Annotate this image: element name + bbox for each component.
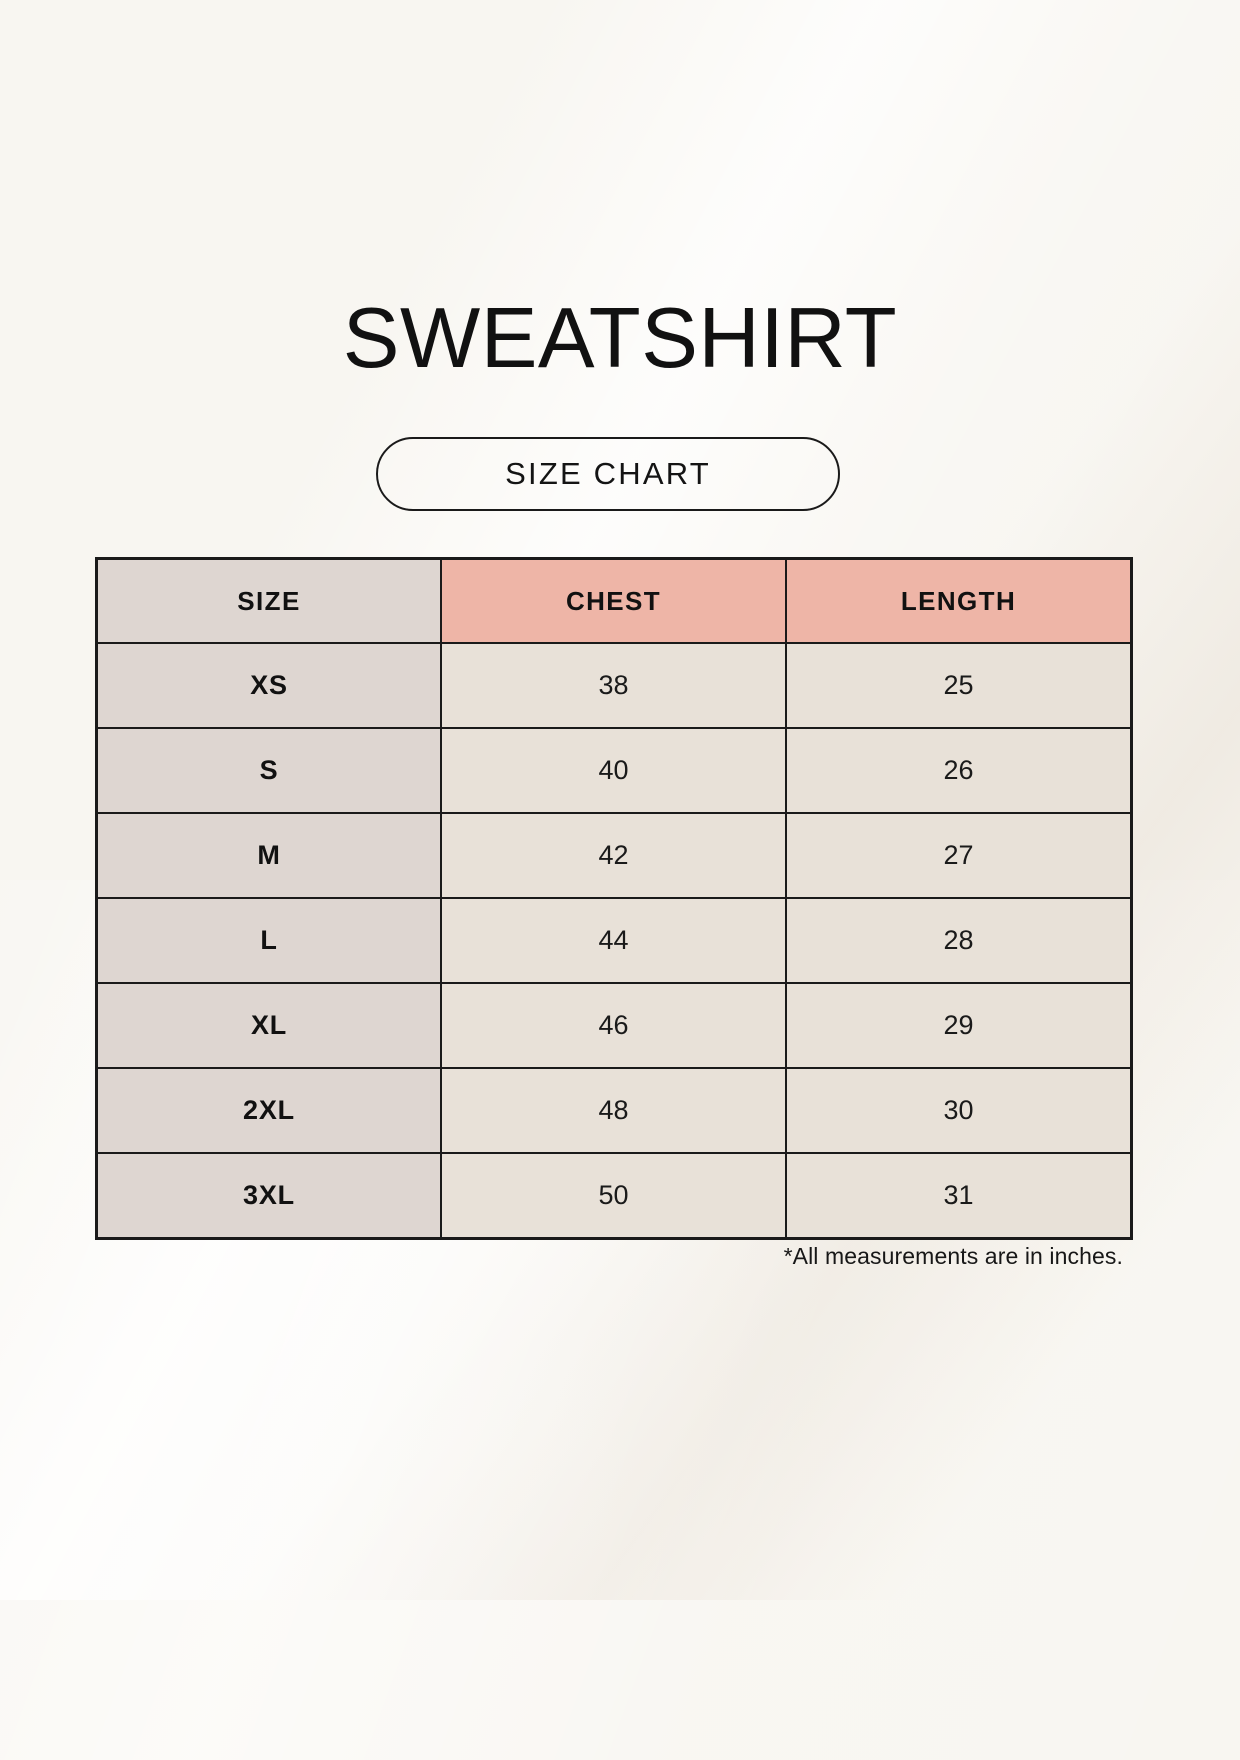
size-chart-badge: SIZE CHART xyxy=(376,437,840,511)
cell-length: 30 xyxy=(785,1067,1133,1154)
column-header-size: SIZE xyxy=(95,557,442,644)
size-table-header: SIZE CHEST LENGTH xyxy=(95,557,1133,644)
cell-chest: 50 xyxy=(440,1152,787,1239)
cell-chest: 38 xyxy=(440,642,787,729)
cell-size: XL xyxy=(95,982,442,1069)
size-table-container: SIZE CHEST LENGTH XS 38 25 S 40 26 M xyxy=(95,557,1133,1240)
table-row: L 44 28 xyxy=(95,897,1133,984)
table-row: 2XL 48 30 xyxy=(95,1067,1133,1154)
cell-size: M xyxy=(95,812,442,899)
column-header-length: LENGTH xyxy=(785,557,1133,644)
table-row: XL 46 29 xyxy=(95,982,1133,1069)
cell-length: 31 xyxy=(785,1152,1133,1239)
table-row: XS 38 25 xyxy=(95,642,1133,729)
cell-size: L xyxy=(95,897,442,984)
table-row: S 40 26 xyxy=(95,727,1133,814)
cell-chest: 48 xyxy=(440,1067,787,1154)
cell-length: 27 xyxy=(785,812,1133,899)
cell-length: 29 xyxy=(785,982,1133,1069)
cell-chest: 42 xyxy=(440,812,787,899)
page-title: SWEATSHIRT xyxy=(342,291,898,386)
cell-length: 28 xyxy=(785,897,1133,984)
cell-chest: 44 xyxy=(440,897,787,984)
table-row: 3XL 50 31 xyxy=(95,1152,1133,1239)
cell-chest: 40 xyxy=(440,727,787,814)
column-header-chest: CHEST xyxy=(440,557,787,644)
cell-size: 2XL xyxy=(95,1067,442,1154)
size-table: SIZE CHEST LENGTH XS 38 25 S 40 26 M xyxy=(95,557,1133,1240)
measurement-footnote: *All measurements are in inches. xyxy=(783,1243,1123,1269)
size-chart-badge-label: SIZE CHART xyxy=(505,456,711,491)
cell-size: S xyxy=(95,727,442,814)
cell-chest: 46 xyxy=(440,982,787,1069)
cell-size: 3XL xyxy=(95,1152,442,1239)
cell-length: 25 xyxy=(785,642,1133,729)
cell-length: 26 xyxy=(785,727,1133,814)
cell-size: XS xyxy=(95,642,442,729)
table-header-row: SIZE CHEST LENGTH xyxy=(95,557,1133,644)
table-row: M 42 27 xyxy=(95,812,1133,899)
size-table-body: XS 38 25 S 40 26 M 42 27 L 44 28 xyxy=(95,642,1133,1239)
